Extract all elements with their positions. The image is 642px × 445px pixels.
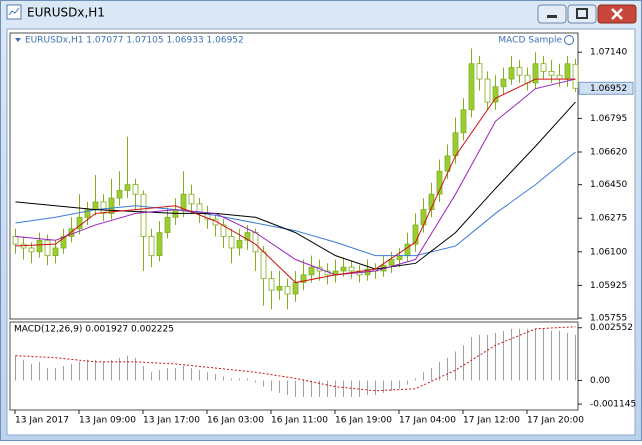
y-tick-label: 1.06450	[590, 180, 627, 190]
candle-body	[124, 184, 131, 191]
candle-body	[164, 216, 171, 234]
candle-body	[492, 86, 499, 103]
candle-body	[412, 224, 419, 245]
candle-body	[508, 67, 515, 80]
candle-body	[396, 255, 403, 260]
candle-body	[268, 278, 275, 291]
candle-body	[252, 232, 259, 253]
candle-body	[52, 247, 59, 257]
x-tick-label: 16 Jan 03:00	[207, 416, 264, 426]
candle-body	[220, 224, 227, 237]
candle-body	[460, 109, 467, 134]
window-title: EURUSDx,H1	[27, 6, 105, 20]
macd-title: MACD(12,26,9) 0.001927 0.002225	[14, 325, 174, 335]
candle-body	[236, 239, 243, 249]
candle-body	[132, 184, 139, 195]
y-tick-label: 1.05755	[590, 314, 627, 324]
x-tick-label: 13 Jan 17:00	[143, 416, 200, 426]
y-tick-label: 0.002552	[590, 323, 633, 333]
candle-body	[500, 78, 507, 88]
candle-body	[92, 201, 99, 210]
chart-area	[6, 28, 636, 436]
candle-body	[228, 236, 235, 249]
candle-body	[108, 197, 115, 214]
candle-body	[348, 266, 355, 272]
y-tick-label: 1.06100	[590, 247, 627, 257]
candle-body	[84, 209, 91, 218]
y-tick-label: 0.00	[590, 376, 610, 386]
candle-body	[140, 193, 147, 237]
candle-body	[540, 63, 547, 72]
candle-body	[292, 282, 299, 295]
candle-body	[260, 251, 267, 280]
candle-body	[420, 209, 427, 226]
candle-body	[548, 70, 555, 76]
candle-body	[436, 170, 443, 195]
candle-body	[556, 74, 563, 80]
candle-body	[60, 236, 67, 249]
candle-body	[516, 67, 523, 76]
candle-body	[532, 63, 539, 84]
maximize-button[interactable]	[567, 4, 597, 24]
y-tick-label: -0.001145	[590, 400, 636, 410]
candle-body	[188, 193, 195, 205]
expert-name: MACD Sample	[498, 36, 562, 46]
window-icon-glyph	[8, 7, 20, 16]
candle-body	[116, 189, 123, 199]
y-tick-label: 1.06275	[590, 214, 627, 224]
x-tick-label: 17 Jan 12:00	[463, 416, 520, 426]
close-button[interactable]	[597, 4, 637, 24]
signal-line	[15, 326, 576, 392]
candle-body	[468, 63, 475, 111]
candle-body	[484, 78, 491, 103]
candle-body	[44, 239, 51, 257]
candle-body	[68, 228, 75, 237]
x-tick-label: 13 Jan 09:00	[79, 416, 136, 426]
candle-body	[564, 63, 571, 80]
candle-body	[452, 132, 459, 157]
candle-body	[572, 63, 579, 89]
candle-body	[476, 63, 483, 80]
moving-average	[15, 151, 576, 257]
candle-body	[12, 236, 19, 245]
candle-body	[308, 266, 315, 276]
expert-icon[interactable]	[564, 35, 574, 45]
candle-body	[100, 201, 107, 214]
candle-body	[276, 285, 283, 291]
candle-body	[340, 266, 347, 272]
last-price-label: 1.06952	[590, 84, 627, 94]
candle-body	[36, 239, 43, 253]
minimize-button[interactable]	[537, 4, 567, 24]
candle-body	[244, 232, 251, 241]
moving-average	[15, 78, 576, 284]
y-tick-label: 1.06795	[590, 114, 627, 124]
candle-body	[180, 193, 187, 210]
candle-body	[156, 232, 163, 257]
y-tick-label: 1.07140	[590, 48, 627, 58]
price-panel	[9, 32, 579, 320]
last-price-tag	[578, 81, 634, 95]
x-tick-label: 16 Jan 11:00	[271, 416, 328, 426]
y-tick-label: 1.05925	[590, 281, 627, 291]
candle-body	[300, 274, 307, 283]
macd-panel	[9, 321, 579, 411]
x-tick-label: 17 Jan 04:00	[399, 416, 456, 426]
moving-average	[15, 101, 576, 270]
candle-body	[76, 216, 83, 230]
candle-body	[388, 259, 395, 266]
candle-body	[148, 236, 155, 257]
y-tick-label: 1.06620	[590, 148, 627, 158]
chart-menu-arrow[interactable]	[15, 38, 21, 42]
x-tick-label: 17 Jan 20:00	[527, 416, 584, 426]
moving-average	[15, 78, 576, 276]
candle-body	[444, 155, 451, 172]
candle-body	[284, 285, 291, 295]
candle-body	[28, 247, 35, 253]
x-tick-label: 13 Jan 2017	[15, 416, 69, 426]
x-tick-label: 16 Jan 19:00	[335, 416, 392, 426]
price-chart-title: EURUSDx,H1 1.07077 1.07105 1.06933 1.069…	[25, 36, 244, 46]
